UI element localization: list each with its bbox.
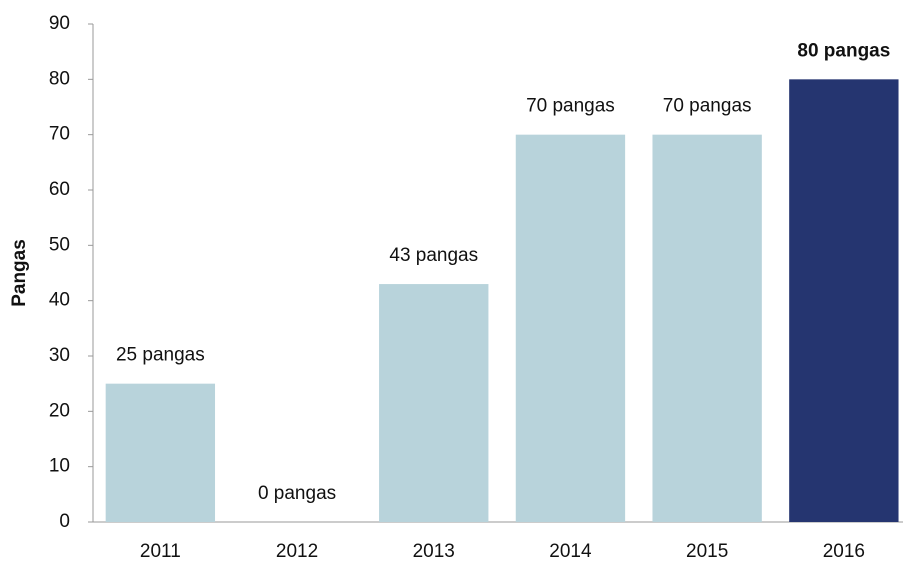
y-tick-label: 10 — [49, 456, 70, 477]
value-label: 80 pangas — [797, 40, 890, 61]
x-tick-label: 2012 — [276, 541, 318, 562]
value-label: 25 pangas — [116, 345, 205, 366]
bar — [105, 383, 216, 522]
value-label: 70 pangas — [663, 96, 752, 117]
y-tick-label: 90 — [49, 13, 70, 34]
y-axis-label: Pangas — [9, 239, 30, 307]
x-tick-label: 2013 — [413, 541, 455, 562]
y-tick-label: 20 — [49, 400, 70, 421]
y-tick-label: 60 — [49, 179, 70, 200]
x-tick-label: 2015 — [686, 541, 728, 562]
y-tick-label: 0 — [59, 511, 70, 532]
value-label: 70 pangas — [526, 96, 615, 117]
x-tick-label: 2014 — [549, 541, 592, 562]
value-label: 43 pangas — [389, 245, 478, 266]
bar — [515, 134, 626, 522]
y-tick-label: 50 — [49, 234, 70, 255]
y-tick-label: 30 — [49, 345, 70, 366]
x-tick-label: 2011 — [140, 541, 181, 562]
value-label: 0 pangas — [258, 483, 336, 504]
bar — [789, 79, 899, 522]
y-tick-label: 80 — [49, 68, 70, 89]
bar — [652, 134, 762, 522]
y-tick-label: 40 — [49, 290, 70, 311]
x-tick-label: 2016 — [823, 541, 865, 562]
y-tick-label: 70 — [49, 124, 70, 145]
bar — [379, 284, 489, 522]
